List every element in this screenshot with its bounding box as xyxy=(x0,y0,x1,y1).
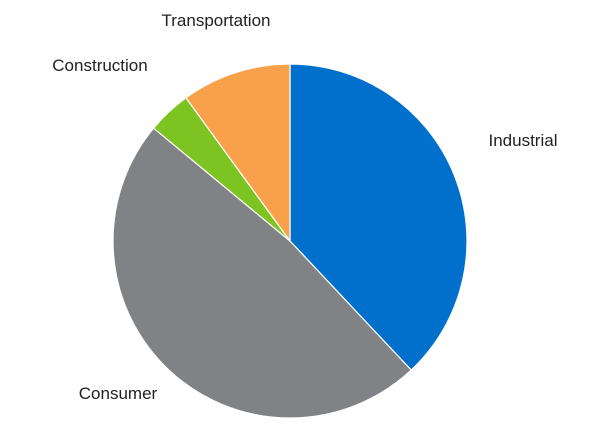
pie-label-transportation: Transportation xyxy=(162,11,271,30)
pie-slice-consumer xyxy=(112,127,413,419)
pie-slice-transportation xyxy=(185,63,291,243)
pie-labels: Industrial Consumer Construction Transporta… xyxy=(52,11,557,403)
pie-label-consumer: Consumer xyxy=(79,384,158,403)
pie-slices xyxy=(112,63,468,419)
pie-label-construction: Construction xyxy=(52,56,147,75)
pie-slice-industrial xyxy=(289,63,468,371)
pie-label-industrial: Industrial xyxy=(489,131,558,150)
